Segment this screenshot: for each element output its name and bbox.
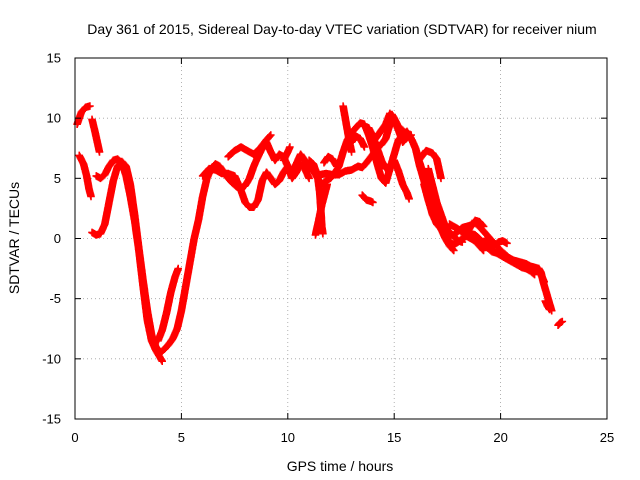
y-tick-label: 15 [47,51,61,66]
series-track-22 [424,164,467,246]
series-markers [75,151,95,201]
series-markers [311,180,331,239]
series-markers [154,264,182,345]
series-track-20 [415,146,445,183]
series-track-12 [320,152,341,171]
x-tick-label: 25 [600,430,614,445]
series-markers [369,109,415,147]
series-track-5 [92,155,166,365]
y-axis-label: SDTVAR / TECUs [6,182,22,294]
x-axis-label: GPS time / hours [287,458,394,474]
series-markers [347,132,369,151]
ticks-layer: 0 5 10 15 20 25 -15 -10 -5 0 5 10 15 [42,51,614,446]
x-tick-label: 0 [71,430,78,445]
x-tick-label: 15 [387,430,401,445]
x-tick-label: 10 [281,430,295,445]
series-markers [462,216,488,238]
y-tick-label: 0 [54,231,61,246]
series-track-26 [473,237,511,250]
series-track-4 [88,140,271,357]
y-tick-label: 10 [47,111,61,126]
series-markers [320,152,341,171]
series-markers [424,164,467,246]
series-markers [473,237,511,250]
series-markers [530,264,548,286]
series-markers [541,297,554,314]
y-tick-label: 5 [54,171,61,186]
series-track-19 [369,109,415,147]
chart-title: Day 361 of 2015, Sidereal Day-to-day VTE… [87,21,596,37]
series-markers [73,102,94,128]
series-markers [92,155,166,365]
series-track-1 [73,102,94,128]
series-track-3 [88,115,104,156]
series-track-29 [554,317,567,329]
series-track-25 [462,216,488,238]
y-tick-label: -10 [42,351,61,366]
series-markers [88,115,104,156]
series-markers [88,140,271,357]
series-track-6 [154,264,182,345]
series-track-2 [75,151,95,201]
y-tick-label: -5 [49,291,61,306]
series-track-27 [530,264,548,286]
series-track-10 [279,143,294,165]
series-track-28 [541,297,554,314]
y-tick-label: -15 [42,412,61,427]
series-track-18 [358,191,377,207]
series-markers [358,191,377,207]
series-markers [279,143,294,165]
x-tick-label: 20 [493,430,507,445]
markers-layer [73,102,567,365]
series-track-16 [347,132,369,151]
series-markers [415,146,445,183]
series-markers [554,317,567,329]
x-tick-label: 5 [178,430,185,445]
series-track-14 [311,180,331,239]
